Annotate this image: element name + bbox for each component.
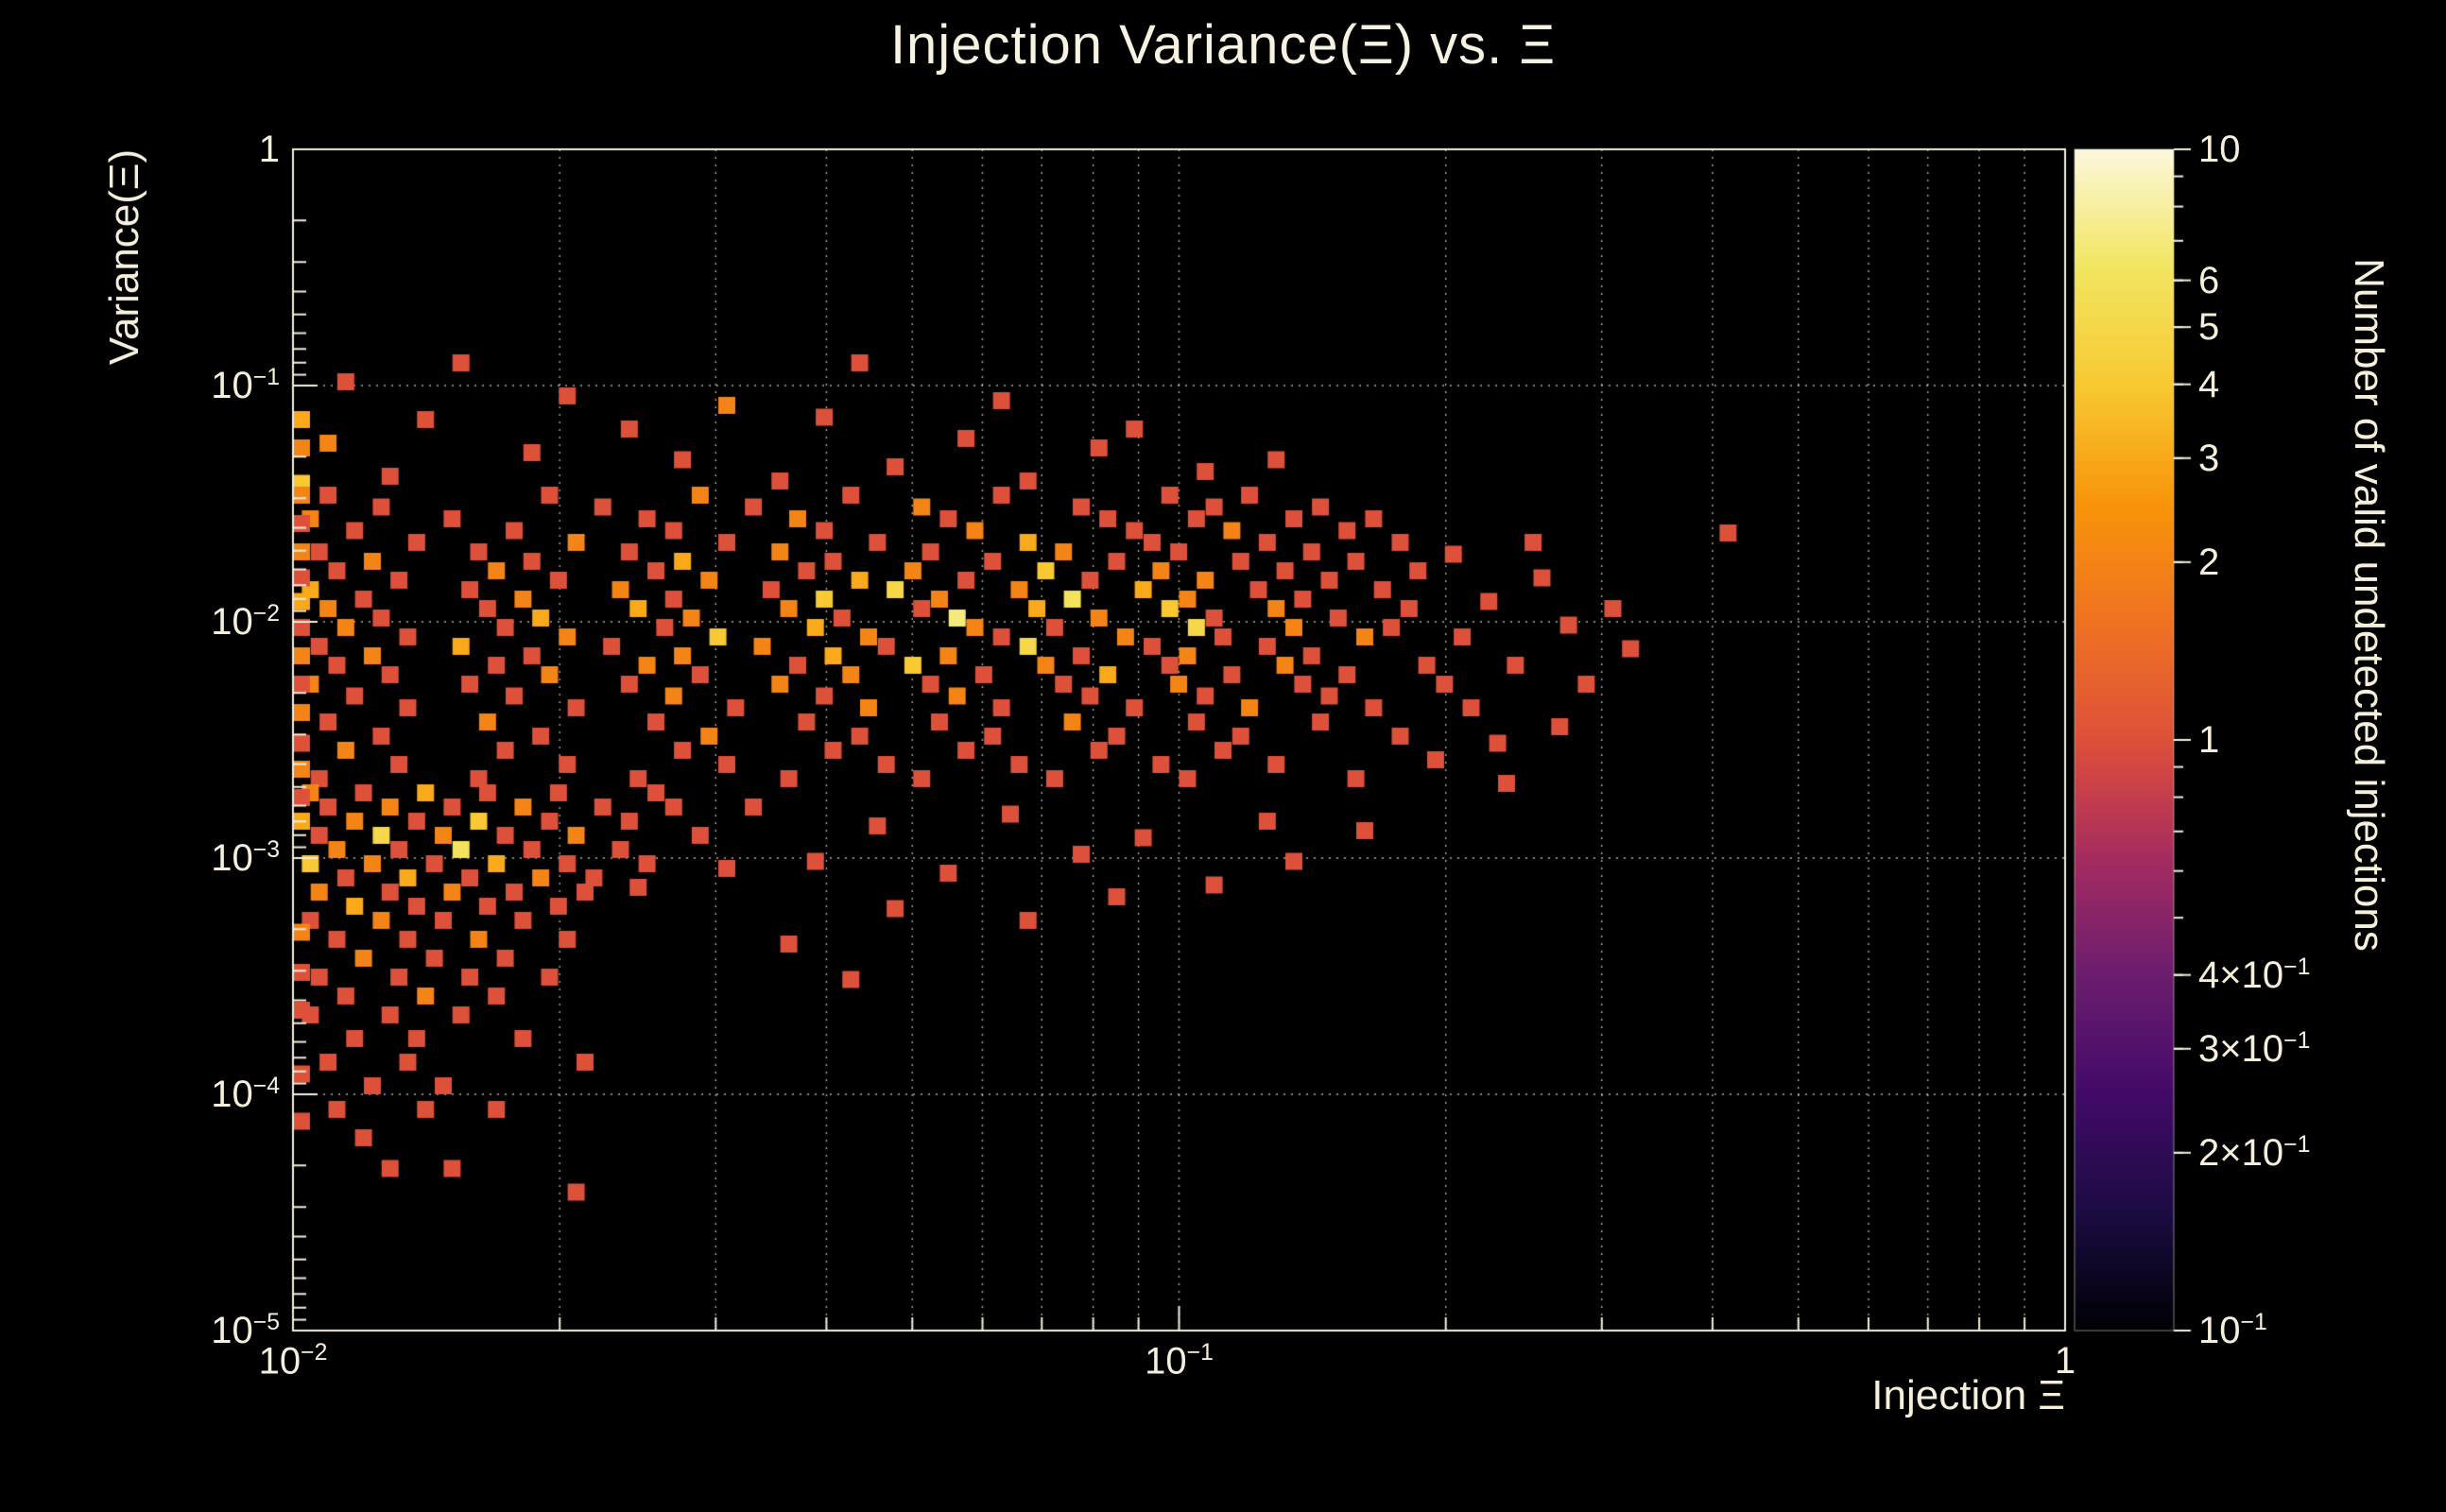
- x-tick-label: 10−1: [1145, 1340, 1214, 1383]
- y-tick-label: 10−5: [211, 1309, 280, 1352]
- colorbar-tick-label: 2: [2198, 541, 2220, 583]
- x-axis-title: Injection Ξ: [1871, 1372, 2065, 1418]
- x-tick-label: 10−2: [258, 1340, 328, 1383]
- y-tick-label: 1: [258, 129, 280, 170]
- colorbar-tick-label: 4: [2198, 363, 2220, 405]
- colorbar-tick-label: 2×10−1: [2198, 1131, 2311, 1175]
- chart-title: Injection Variance(Ξ) vs. Ξ: [889, 14, 1557, 76]
- colorbar-tick-label: 10: [2198, 129, 2241, 170]
- colorbar-tick-label: 3×10−1: [2198, 1027, 2311, 1070]
- y-tick-label: 10−2: [211, 600, 280, 644]
- colorbar-tick-label: 6: [2198, 259, 2220, 301]
- colorbar-tick-label: 1: [2198, 719, 2220, 761]
- colorbar-tick-label: 4×10−1: [2198, 954, 2311, 996]
- y-tick-label: 10−1: [211, 364, 280, 407]
- y-tick-label: 10−4: [211, 1073, 280, 1116]
- colorbar-tick-label: 3: [2198, 437, 2220, 479]
- x-tick-label: 1: [2054, 1340, 2076, 1382]
- y-tick-label: 10−3: [211, 836, 280, 880]
- colorbar-tick-label: 5: [2198, 306, 2220, 349]
- colorbar-tick-label: 10−1: [2198, 1309, 2267, 1352]
